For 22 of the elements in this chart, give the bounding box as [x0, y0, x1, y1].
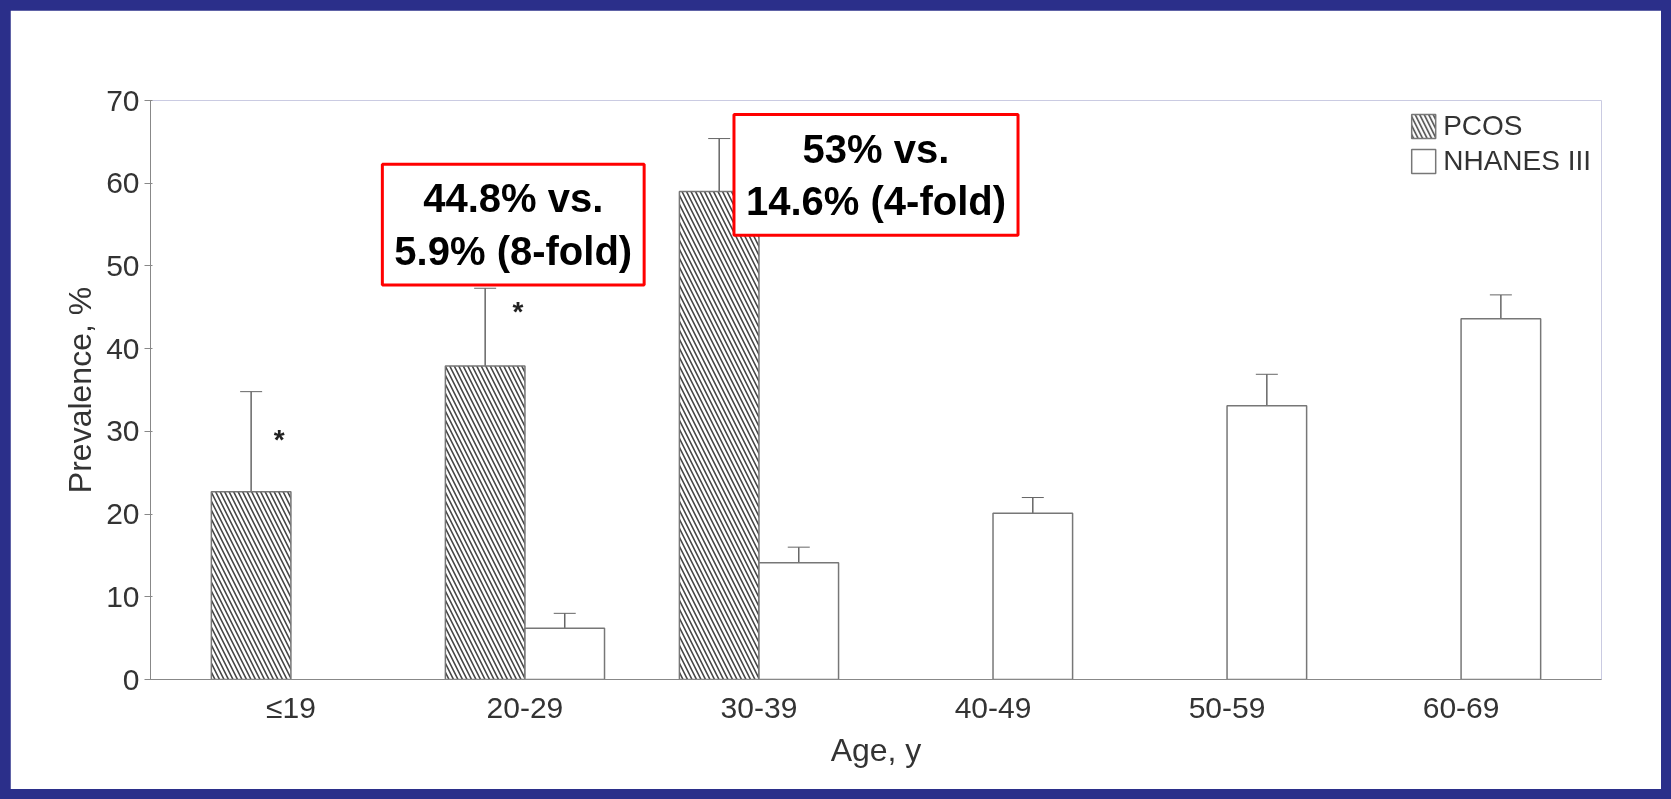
y-tick-label: 10: [106, 579, 140, 613]
y-tick-label: 30: [106, 414, 140, 448]
x-tick-label: 40-49: [954, 690, 1032, 724]
annotation: *: [273, 424, 285, 456]
annotation: *: [512, 295, 524, 327]
x-axis-title: Age, y: [830, 731, 922, 768]
annotation: 53% vs. 14.6% (4-fold): [745, 126, 1007, 224]
x-tick-label: 50-59: [1188, 690, 1266, 724]
y-tick-label: 50: [106, 248, 140, 282]
x-tick-label: ≤19: [266, 690, 316, 724]
y-tick-label: 70: [106, 83, 140, 117]
x-tick-label: 20-29: [486, 690, 564, 724]
y-axis-title: Prevalence, %: [62, 286, 99, 494]
x-tick-label: 30-39: [720, 690, 798, 724]
x-tick-label: 60-69: [1422, 690, 1500, 724]
annotation: 44.8% vs. 5.9% (8-fold): [394, 176, 633, 273]
y-tick-label: 60: [106, 166, 140, 200]
y-tick-label: 40: [106, 331, 140, 365]
y-tick-label: 0: [122, 662, 140, 696]
legend-label: PCOS: [1443, 110, 1523, 142]
y-tick-label: 20: [106, 497, 140, 531]
legend-label: NHANES III: [1443, 145, 1591, 177]
